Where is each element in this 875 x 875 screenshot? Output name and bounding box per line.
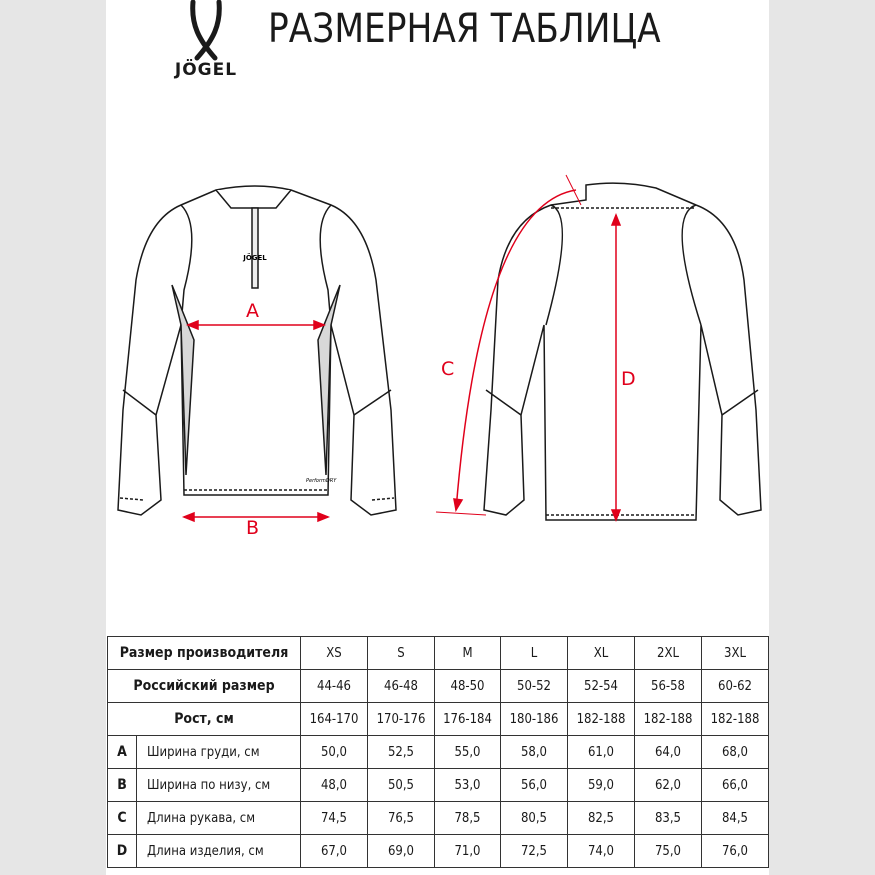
table-cell: 53,0 xyxy=(434,768,501,802)
table-cell: 182-188 xyxy=(634,702,702,736)
page-title: РАЗМЕРНАЯ ТАБЛИЦА xyxy=(268,6,661,52)
table-cell: 60-62 xyxy=(701,669,769,703)
table-cell: 48-50 xyxy=(434,669,501,703)
label-a: A xyxy=(246,300,259,322)
table-cell: 182-188 xyxy=(701,702,769,736)
table-row: B Ширина по низу, см 48,0 50,5 53,0 56,0 59,0 6… xyxy=(107,768,769,802)
measure-letter: D xyxy=(107,834,137,868)
measure-letter: B xyxy=(107,768,137,802)
table-row: A Ширина груди, см 50,0 52,5 55,0 58,0 61,0 64,… xyxy=(107,735,769,769)
table-cell: 52,5 xyxy=(367,735,435,769)
table-cell: 74,0 xyxy=(567,834,635,868)
table-cell: S xyxy=(367,636,435,670)
table-cell: M xyxy=(434,636,501,670)
table-cell: 46-48 xyxy=(367,669,435,703)
table-cell: 61,0 xyxy=(567,735,635,769)
chest-logo: JÖGEL xyxy=(242,253,267,262)
table-cell: 59,0 xyxy=(567,768,635,802)
table-cell: 182-188 xyxy=(567,702,635,736)
measure-label: Длина рукава, см xyxy=(136,801,301,835)
label-b: B xyxy=(246,517,260,539)
header-row: Размер производителя XS S M L XL 2XL 3XL xyxy=(107,636,769,670)
table-cell: 50-52 xyxy=(500,669,568,703)
measure-label: Ширина груди, см xyxy=(136,735,301,769)
table-cell: 75,0 xyxy=(634,834,702,868)
table-cell: 164-170 xyxy=(300,702,368,736)
jacket-diagram: JÖGEL PerformDRY xyxy=(117,174,762,523)
table-cell: 66,0 xyxy=(701,768,769,802)
table-cell: 56,0 xyxy=(500,768,568,802)
table-cell: 68,0 xyxy=(701,735,769,769)
row-header: Рост, см xyxy=(107,702,301,736)
measure-label: Длина изделия, см xyxy=(136,834,301,868)
size-table: Размер производителя XS S M L XL 2XL 3XL Российс… xyxy=(107,636,769,868)
table-cell: 2XL xyxy=(634,636,702,670)
table-cell: 76,5 xyxy=(367,801,435,835)
table-cell: 52-54 xyxy=(567,669,635,703)
table-cell: 62,0 xyxy=(634,768,702,802)
measure-letter: C xyxy=(107,801,137,835)
row-header: Размер производителя xyxy=(107,636,301,670)
table-cell: 55,0 xyxy=(434,735,501,769)
table-cell: XS xyxy=(300,636,368,670)
label-c: C xyxy=(441,358,455,380)
table-cell: 50,5 xyxy=(367,768,435,802)
table-cell: 83,5 xyxy=(634,801,702,835)
table-cell: 56-58 xyxy=(634,669,702,703)
table-cell: 48,0 xyxy=(300,768,368,802)
brand-logo-text: JÖGEL xyxy=(174,60,238,80)
table-cell: 74,5 xyxy=(300,801,368,835)
table-cell: 180-186 xyxy=(500,702,568,736)
table-cell: 78,5 xyxy=(434,801,501,835)
measure-label: Ширина по низу, см xyxy=(136,768,301,802)
measure-letter: A xyxy=(107,735,137,769)
table-cell: 44-46 xyxy=(300,669,368,703)
table-cell: 176-184 xyxy=(434,702,501,736)
table-cell: XL xyxy=(567,636,635,670)
table-row: D Длина изделия, см 67,0 69,0 71,0 72,5 74,0 75… xyxy=(107,834,769,868)
table-cell: 50,0 xyxy=(300,735,368,769)
row-header: Российский размер xyxy=(107,669,301,703)
table-cell: 82,5 xyxy=(567,801,635,835)
table-cell: 69,0 xyxy=(367,834,435,868)
table-cell: 67,0 xyxy=(300,834,368,868)
table-cell: 76,0 xyxy=(701,834,769,868)
russian-size-row: Российский размер 44-46 46-48 48-50 50-52 52-… xyxy=(107,669,769,703)
table-cell: 170-176 xyxy=(367,702,435,736)
height-row: Рост, см 164-170 170-176 176-184 180-186 182-… xyxy=(107,702,769,736)
jogel-logo-icon xyxy=(190,0,222,61)
performdry-tag: PerformDRY xyxy=(306,478,337,484)
table-cell: 72,5 xyxy=(500,834,568,868)
table-cell: 64,0 xyxy=(634,735,702,769)
table-cell: 3XL xyxy=(701,636,769,670)
table-cell: 80,5 xyxy=(500,801,568,835)
table-cell: 71,0 xyxy=(434,834,501,868)
table-row: C Длина рукава, см 74,5 76,5 78,5 80,5 82,5 83,… xyxy=(107,801,769,835)
table-cell: 84,5 xyxy=(701,801,769,835)
table-cell: L xyxy=(500,636,568,670)
table-cell: 58,0 xyxy=(500,735,568,769)
label-d: D xyxy=(621,368,636,390)
